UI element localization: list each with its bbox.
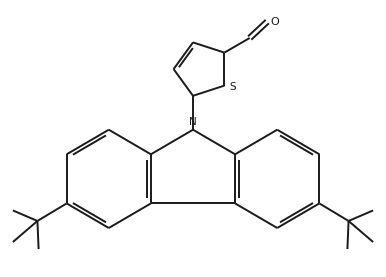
Text: S: S	[229, 82, 236, 92]
Text: O: O	[271, 17, 279, 27]
Text: N: N	[189, 117, 197, 127]
